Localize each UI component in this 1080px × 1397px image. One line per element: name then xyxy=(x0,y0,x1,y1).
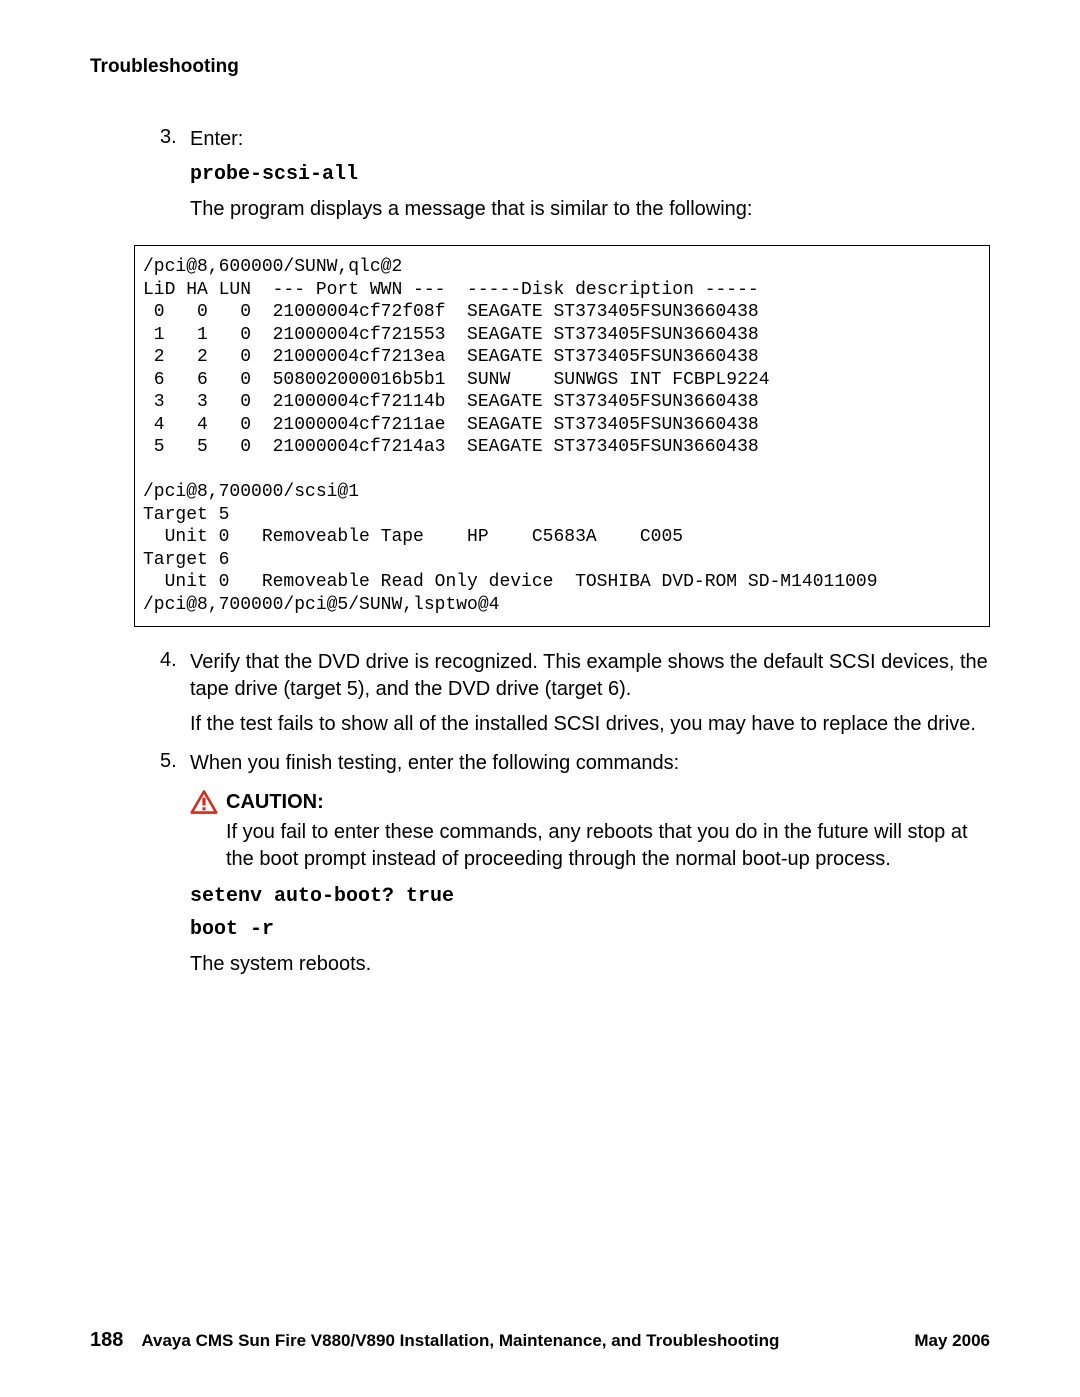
step-number: 5. xyxy=(160,750,190,777)
caution-header: CAUTION: xyxy=(190,789,990,815)
content-area-2: 4. Verify that the DVD drive is recogniz… xyxy=(90,649,990,978)
step-5: 5. When you finish testing, enter the fo… xyxy=(160,750,990,777)
step-4-after: If the test fails to show all of the ins… xyxy=(190,711,990,738)
page: Troubleshooting 3. Enter: probe-scsi-all… xyxy=(0,0,1080,1397)
footer-date: May 2006 xyxy=(914,1331,990,1351)
command-probe-scsi: probe-scsi-all xyxy=(190,163,990,186)
command-boot: boot -r xyxy=(190,918,990,941)
section-header: Troubleshooting xyxy=(90,56,990,78)
step-number: 3. xyxy=(160,126,190,153)
step-body: Verify that the DVD drive is recognized.… xyxy=(190,649,990,703)
caution-text: If you fail to enter these commands, any… xyxy=(226,819,990,873)
step-body: Enter: xyxy=(190,126,990,153)
command-setenv: setenv auto-boot? true xyxy=(190,885,990,908)
terminal-output: /pci@8,600000/SUNW,qlc@2 LiD HA LUN --- … xyxy=(134,245,990,627)
footer-title: Avaya CMS Sun Fire V880/V890 Installatio… xyxy=(141,1331,914,1351)
step-3-after: The program displays a message that is s… xyxy=(190,196,990,223)
page-footer: 188 Avaya CMS Sun Fire V880/V890 Install… xyxy=(90,1329,990,1352)
step-number: 4. xyxy=(160,649,190,703)
page-number: 188 xyxy=(90,1329,123,1352)
step-5-after: The system reboots. xyxy=(190,951,990,978)
content-area: 3. Enter: probe-scsi-all The program dis… xyxy=(90,126,990,223)
caution-label: CAUTION: xyxy=(226,791,324,814)
step-4: 4. Verify that the DVD drive is recogniz… xyxy=(160,649,990,703)
caution-icon xyxy=(190,789,218,815)
step-body: When you finish testing, enter the follo… xyxy=(190,750,990,777)
step-3: 3. Enter: xyxy=(160,126,990,153)
